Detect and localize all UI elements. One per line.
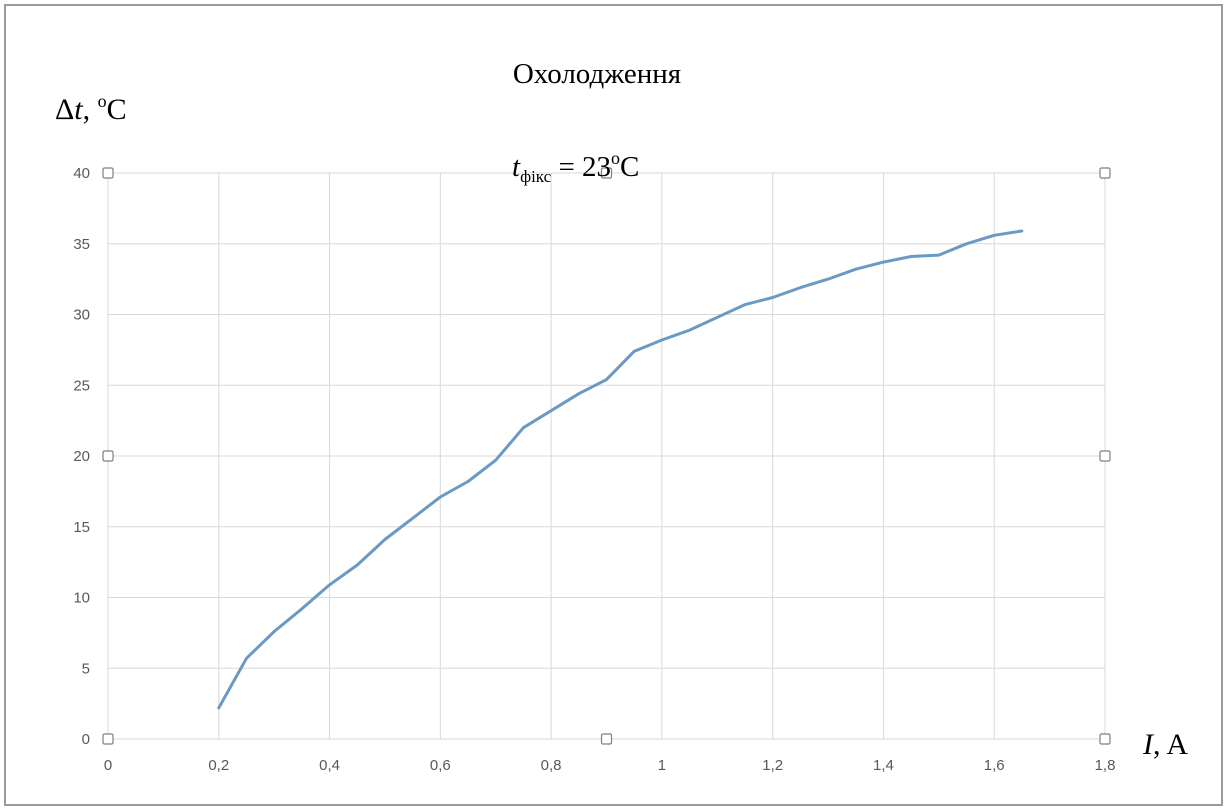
x-axis-label-unit: , A <box>1153 728 1188 761</box>
y-tick-label: 20 <box>73 448 90 465</box>
y-tick-label: 40 <box>73 165 90 182</box>
y-axis-label-delta: Δ <box>55 93 74 126</box>
series-layer <box>217 229 1024 710</box>
y-tick-label: 0 <box>82 731 90 748</box>
series-line[interactable] <box>217 229 1024 710</box>
resize-handle[interactable] <box>1099 167 1111 179</box>
x-tick-label: 1,8 <box>1095 757 1116 774</box>
y-tick-label: 30 <box>73 307 90 324</box>
y-tick-labels: 0 5 10 15 20 25 30 35 40 <box>73 165 90 748</box>
x-tick-label: 1,4 <box>873 757 894 774</box>
y-tick-label: 35 <box>73 236 90 253</box>
y-axis-label-degree: o <box>98 91 107 111</box>
x-tick-label: 0 <box>104 757 112 774</box>
x-tick-label: 1 <box>658 757 666 774</box>
x-tick-label: 0,2 <box>208 757 229 774</box>
resize-handle[interactable] <box>102 450 114 462</box>
resize-handle[interactable] <box>102 167 114 179</box>
resize-handle[interactable] <box>1099 450 1111 462</box>
chart-title: Охолодження <box>513 58 681 90</box>
resize-handle[interactable] <box>1099 733 1111 745</box>
resize-handle[interactable] <box>102 733 114 745</box>
x-tick-label: 0,6 <box>430 757 451 774</box>
y-axis-label-unit: C <box>107 93 127 126</box>
resize-handle[interactable] <box>600 733 613 745</box>
y-axis-label-separator: , <box>83 93 98 126</box>
y-tick-label: 25 <box>73 377 90 394</box>
selection-handles[interactable] <box>102 167 1111 745</box>
x-axis-label-variable: I <box>1142 728 1155 761</box>
y-tick-label: 15 <box>73 519 90 536</box>
subtitle-degree: o <box>611 148 620 168</box>
y-tick-label: 5 <box>82 660 90 677</box>
subtitle-unit: C <box>620 151 639 183</box>
subtitle-subscript: фікс <box>520 167 552 186</box>
x-axis-label: I, A <box>1142 728 1188 761</box>
x-tick-label: 0,4 <box>319 757 340 774</box>
resize-handle[interactable] <box>600 167 613 179</box>
chart-subtitle: tфікс = 23oC <box>512 148 639 186</box>
y-axis-label: Δt, oC <box>55 91 127 126</box>
x-tick-label: 0,8 <box>541 757 562 774</box>
chart-frame <box>4 4 1223 806</box>
subtitle-variable: t <box>512 151 521 183</box>
x-tick-labels: 0 0,2 0,4 0,6 0,8 1 1,2 1,4 1,6 1,8 <box>104 757 1116 774</box>
x-tick-label: 1,2 <box>762 757 783 774</box>
y-axis-label-variable: t <box>74 93 83 126</box>
subtitle-value: = 23 <box>551 151 611 183</box>
gridlines <box>107 172 1106 740</box>
y-tick-label: 10 <box>73 590 90 607</box>
x-tick-label: 1,6 <box>984 757 1005 774</box>
